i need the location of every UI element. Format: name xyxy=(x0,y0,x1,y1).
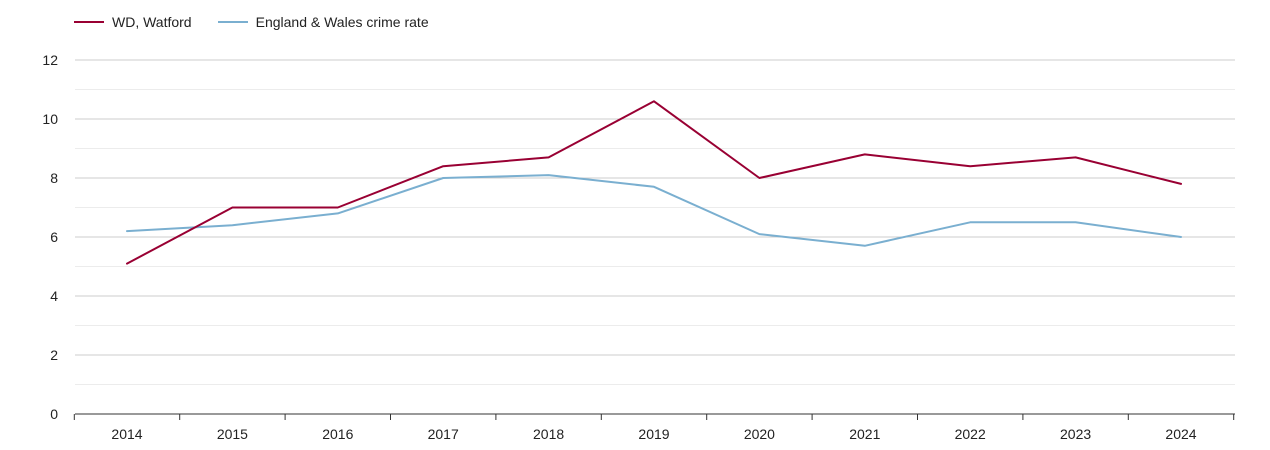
y-tick-label: 12 xyxy=(42,52,58,68)
y-tick-label: 8 xyxy=(50,170,58,186)
x-tick-label: 2017 xyxy=(428,426,459,442)
y-tick-label: 6 xyxy=(50,229,58,245)
legend-swatch-watford xyxy=(74,21,104,23)
y-tick-label: 2 xyxy=(50,347,58,363)
y-tick-label: 0 xyxy=(50,406,58,422)
y-tick-label: 4 xyxy=(50,288,58,304)
legend-label-watford: WD, Watford xyxy=(112,14,192,30)
x-tick-label: 2021 xyxy=(849,426,880,442)
x-tick-label: 2020 xyxy=(744,426,775,442)
series-line-watford xyxy=(126,100,1182,265)
x-tick-label: 2015 xyxy=(217,426,248,442)
y-tick-label: 10 xyxy=(42,111,58,127)
legend-item-watford: WD, Watford xyxy=(74,14,192,30)
legend-label-england-wales: England & Wales crime rate xyxy=(255,14,429,30)
x-tick-label: 2014 xyxy=(111,426,142,442)
legend-item-england-wales: England & Wales crime rate xyxy=(217,14,429,30)
legend-swatch-england-wales xyxy=(217,21,248,23)
x-tick-label: 2024 xyxy=(1165,426,1196,442)
legend: WD, Watford England & Wales crime rate xyxy=(74,14,455,30)
series-line-england-wales xyxy=(126,174,1182,247)
x-tick-label: 2019 xyxy=(638,426,669,442)
x-tick-label: 2023 xyxy=(1060,426,1091,442)
x-tick-label: 2018 xyxy=(533,426,564,442)
x-tick-label: 2022 xyxy=(955,426,986,442)
x-tick-label: 2016 xyxy=(322,426,353,442)
